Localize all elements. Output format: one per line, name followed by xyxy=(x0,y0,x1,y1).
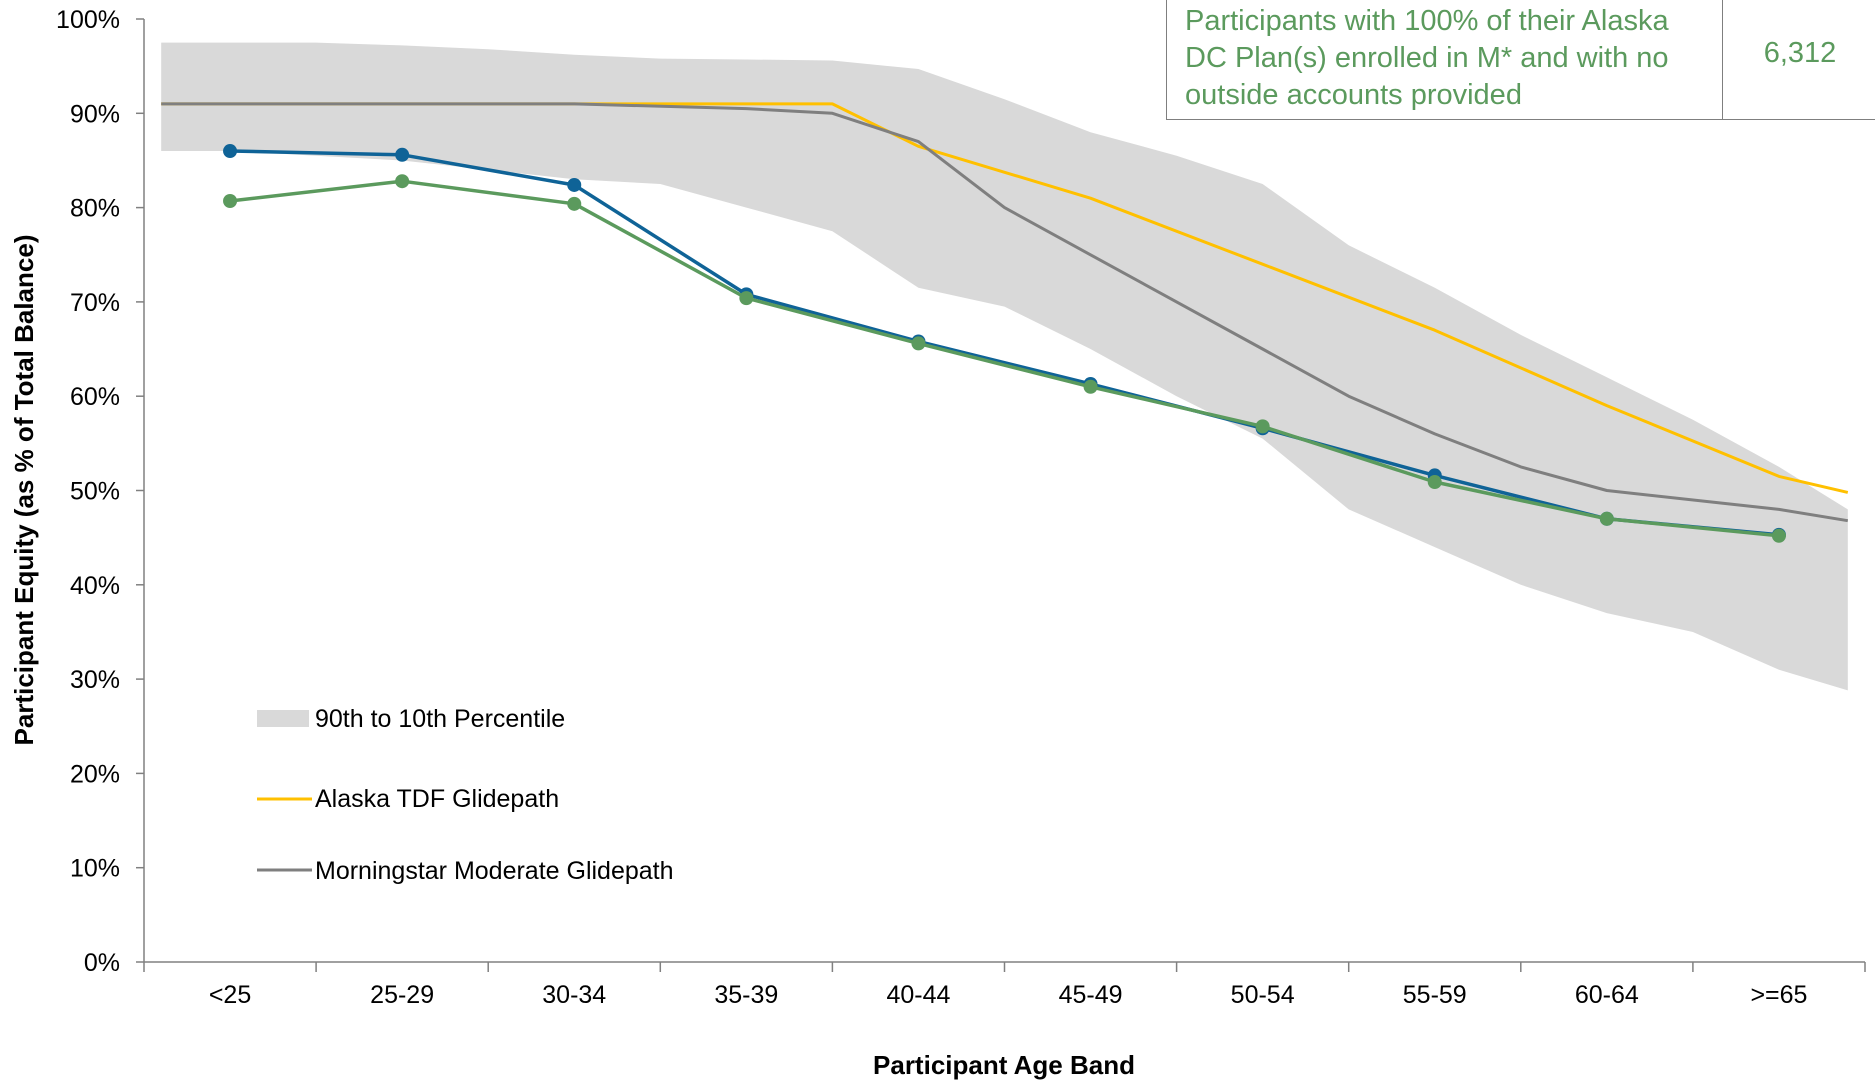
participant-series-2-point xyxy=(1255,419,1270,434)
y-axis-title: Participant Equity (as % of Total Balanc… xyxy=(9,235,39,746)
legend-swatch-band xyxy=(257,710,309,727)
legend-label-alaska-tdf: Alaska TDF Glidepath xyxy=(315,785,559,813)
x-tick-label: 45-49 xyxy=(1059,981,1123,1009)
y-tick-label: 70% xyxy=(70,289,120,317)
x-tick-label: >=65 xyxy=(1750,981,1807,1009)
y-tick-label: 90% xyxy=(70,100,120,128)
reference-lines-layer xyxy=(161,102,1849,523)
x-tick-label: 25-29 xyxy=(370,981,434,1009)
x-tick-label: <25 xyxy=(209,981,251,1009)
series-layer xyxy=(223,144,1786,543)
participant-series-1-point xyxy=(223,144,238,159)
participant-series-2 xyxy=(223,174,1786,543)
info-box-label: Participants with 100% of their Alaska D… xyxy=(1167,0,1723,119)
y-tick-label: 30% xyxy=(70,666,120,694)
x-axis-title: Participant Age Band xyxy=(873,1050,1135,1080)
x-tick-label: 60-64 xyxy=(1575,981,1639,1009)
x-tick-label: 40-44 xyxy=(886,981,950,1009)
info-box-value: 6,312 xyxy=(1763,37,1837,69)
y-tick-label: 50% xyxy=(70,478,120,506)
participant-series-2-point xyxy=(911,336,926,351)
y-tick-label: 100% xyxy=(56,6,120,34)
y-tick-label: 0% xyxy=(84,949,120,977)
percentile-band-layer xyxy=(161,42,1848,691)
percentile-band xyxy=(161,42,1848,691)
legend-label-band: 90th to 10th Percentile xyxy=(315,705,565,733)
participant-series-2-point xyxy=(223,193,238,208)
legend-label-morningstar: Morningstar Moderate Glidepath xyxy=(315,857,674,885)
participant-series-2-point xyxy=(567,196,582,211)
participant-series-1-point xyxy=(567,177,582,192)
x-tick-label: 55-59 xyxy=(1403,981,1467,1009)
participant-series-2-point xyxy=(739,291,754,306)
participant-series-2-point xyxy=(1771,528,1786,543)
participant-series-1-line xyxy=(230,149,1780,537)
y-tick-label: 10% xyxy=(70,855,120,883)
legend: 90th to 10th Percentile Alaska TDF Glide… xyxy=(257,705,674,885)
y-tick-label: 40% xyxy=(70,572,120,600)
x-tick-label: 35-39 xyxy=(714,981,778,1009)
y-tick-label: 80% xyxy=(70,195,120,223)
participant-series-2-line xyxy=(229,179,1780,538)
x-tick-label: 50-54 xyxy=(1231,981,1295,1009)
x-ticks: <25 25-29 30-34 35-39 40-44 45-49 50-54 55-59 60… xyxy=(143,962,1866,1009)
participant-series-2-point xyxy=(395,174,410,189)
morningstar-moderate-glidepath-line xyxy=(161,102,1849,523)
x-tick-label: 30-34 xyxy=(542,981,606,1009)
y-tick-label: 20% xyxy=(70,760,120,788)
info-box: Participants with 100% of their Alaska D… xyxy=(1166,0,1875,120)
y-tick-label: 60% xyxy=(70,383,120,411)
participant-series-2-point xyxy=(1083,379,1098,394)
participant-series-2-point xyxy=(1427,475,1442,490)
participant-series-2-point xyxy=(1599,511,1614,526)
participant-series-1-point xyxy=(395,147,410,162)
y-ticks: 0% 10% 20% 30% 40% 50% 60% 70% 80% 90% 100% xyxy=(56,6,144,977)
